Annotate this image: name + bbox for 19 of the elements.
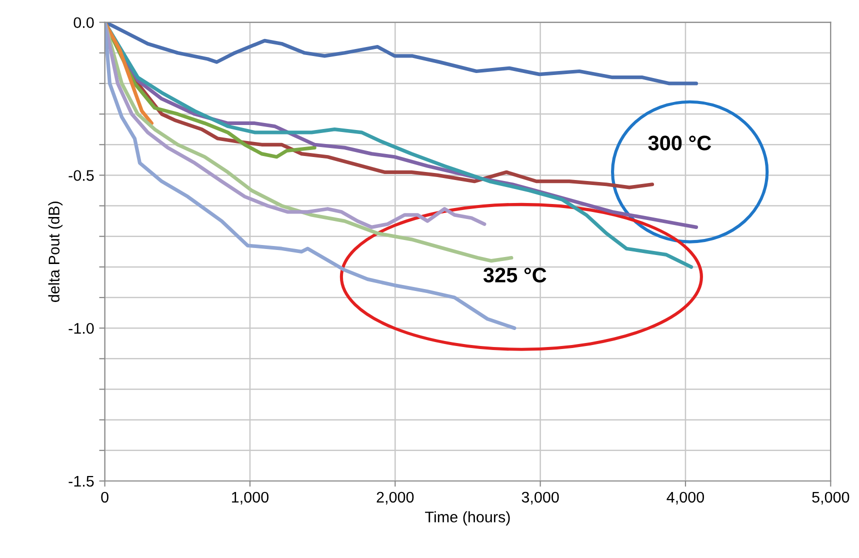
y-tick-label: -0.5: [68, 170, 94, 181]
line-series: [104, 22, 698, 86]
x-tick-label: 0: [101, 492, 108, 503]
annotation: 300 °C: [648, 136, 712, 150]
line-series: [104, 22, 514, 263]
y-tick-label: -1.0: [68, 322, 94, 334]
line-series: [104, 22, 486, 229]
annotation: 325 °C: [483, 268, 546, 283]
y-tick-label: -1.5: [68, 476, 94, 487]
x-axis-title: Time (hours): [425, 511, 510, 526]
x-tick-label: 3,000: [522, 492, 559, 504]
line-series: [104, 22, 154, 126]
x-tick-label: 1,000: [232, 492, 268, 504]
y-tick-label: 0.0: [74, 17, 94, 28]
line-series: [104, 22, 516, 330]
y-axis-title: delta Pout (dB): [48, 202, 62, 302]
x-tick-label: 2,000: [376, 492, 414, 504]
x-tick-label: 4,000: [666, 492, 704, 504]
x-tick-label: 5,000: [812, 492, 850, 504]
